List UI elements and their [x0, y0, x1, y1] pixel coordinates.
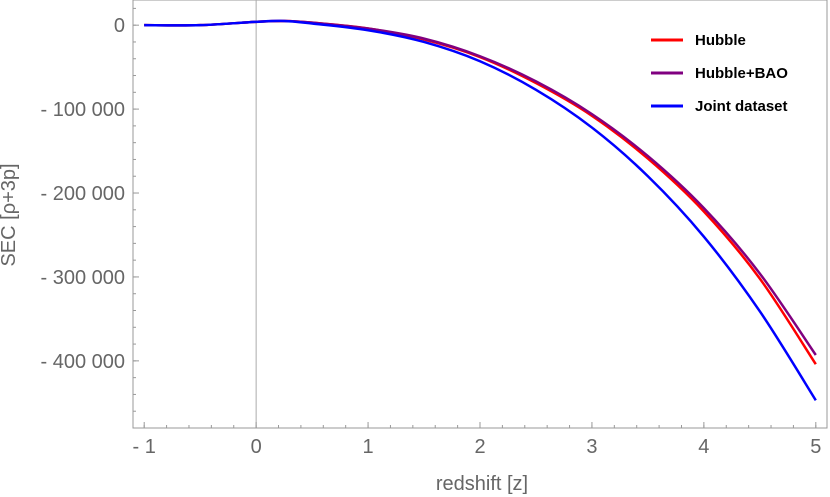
y-tick-label: 0 — [114, 15, 125, 37]
x-tick-label: 1 — [363, 436, 374, 458]
y-axis-title: SEC [ρ+3p] — [0, 163, 20, 266]
x-tick-label: 3 — [586, 436, 597, 458]
legend-label-hubble-bao: Hubble+BAO — [695, 65, 788, 82]
x-tick-label: 0 — [251, 436, 262, 458]
y-tick-label: - 400 000 — [40, 351, 125, 373]
x-tick-label: 2 — [474, 436, 485, 458]
y-tick-label: - 100 000 — [40, 99, 125, 121]
series-line-joint-dataset — [144, 19, 817, 401]
x-tick-label: 5 — [810, 436, 821, 458]
x-axis-title: redshift [z] — [436, 473, 528, 495]
legend-label-hubble: Hubble — [695, 32, 746, 49]
y-tick-label: - 200 000 — [40, 183, 125, 205]
legend-label-joint-dataset: Joint dataset — [695, 98, 788, 115]
y-tick-label: - 300 000 — [40, 267, 125, 289]
x-tick-label: - 1 — [133, 436, 156, 458]
x-tick-label: 4 — [698, 436, 709, 458]
